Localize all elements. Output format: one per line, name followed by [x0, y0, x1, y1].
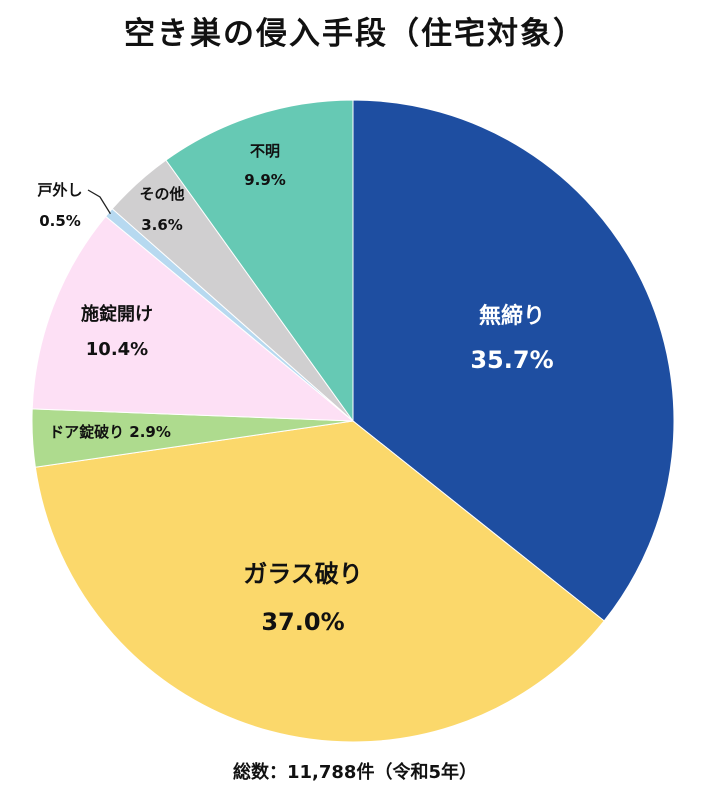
slice-value-unlocked: 35.7%: [470, 346, 553, 374]
total-count-note: 総数：11,788件（令和5年）: [233, 762, 477, 783]
slice-name-other: その他: [139, 185, 184, 203]
slice-value-other: 3.6%: [141, 216, 183, 234]
slice-value-door-removal: 0.5%: [39, 212, 81, 230]
pie-slice-lock-picking: [31, 215, 355, 422]
leader-line-door-removal: [87, 189, 111, 215]
pie-labels: 無締り 35.7% ガラス破り 37.0% ドア錠破り 2.9% 施錠開け 10.4% 戸外し…: [37, 142, 553, 636]
pie-slice-glass-breaking: [34, 420, 605, 743]
chart-title: 空き巣の侵入手段（住宅対象）: [124, 16, 586, 52]
slice-name-lock-picking: 施錠開け: [81, 303, 153, 325]
slice-name-unknown: 不明: [250, 142, 280, 160]
slice-value-glass-breaking: 37.0%: [261, 608, 344, 636]
slice-name-glass-breaking: ガラス破り: [243, 560, 363, 588]
slice-value-unknown: 9.9%: [244, 171, 286, 189]
pie-slice-unknown: [165, 99, 354, 423]
pie-slices: [31, 99, 675, 743]
pie-slice-unlocked: [352, 99, 675, 622]
slice-label-door-lock-breaking: ドア錠破り 2.9%: [49, 423, 171, 441]
slice-name-door-removal: 戸外し: [37, 181, 82, 199]
slice-value-lock-picking: 10.4%: [86, 339, 148, 360]
slice-name-unlocked: 無締り: [479, 303, 545, 329]
